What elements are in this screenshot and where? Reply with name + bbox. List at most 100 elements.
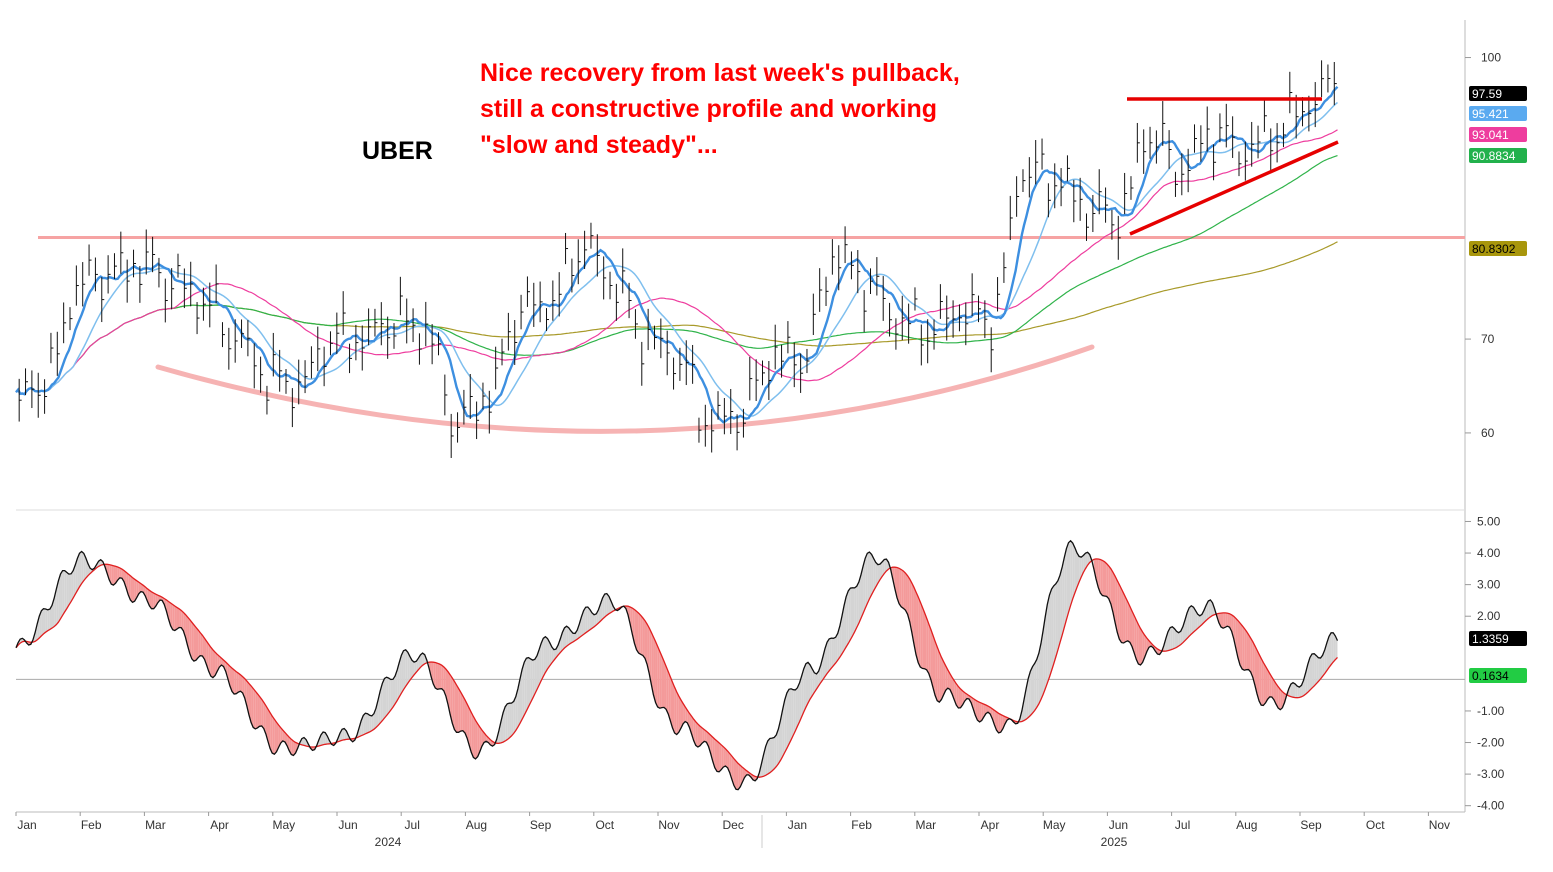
oscillator-fill-segment bbox=[930, 629, 933, 688]
oscillator-fill-segment bbox=[920, 602, 923, 669]
oscillator-tick-label: -3.00 bbox=[1477, 767, 1505, 781]
oscillator-fill-segment bbox=[1261, 658, 1264, 706]
oscillator-fill-segment bbox=[265, 705, 269, 742]
oscillator-fill-segment bbox=[1256, 650, 1260, 702]
oscillator-fill-segment bbox=[949, 673, 953, 694]
price-tick-label: 70 bbox=[1481, 332, 1495, 346]
oscillator-fill-segment bbox=[532, 659, 535, 699]
oscillator-fill-segment bbox=[1248, 634, 1251, 672]
oscillator-fill-segment bbox=[210, 647, 213, 678]
oscillator-fill-segment bbox=[41, 608, 44, 636]
oscillator-fill-segment bbox=[727, 751, 730, 773]
oscillator-fill-segment bbox=[1040, 630, 1044, 700]
oscillator-fill-segment bbox=[1309, 653, 1313, 691]
oscillator-fill-segment bbox=[232, 668, 235, 694]
oscillator-fill-segment bbox=[1295, 683, 1298, 698]
oscillator-fill-segment bbox=[422, 653, 425, 666]
oscillator-fill-segment bbox=[145, 586, 148, 602]
oscillator-fill-segment bbox=[956, 683, 959, 709]
rising-trendline bbox=[1129, 140, 1339, 236]
month-label: Jun bbox=[1109, 818, 1128, 832]
oscillator-fill-segment bbox=[189, 619, 192, 659]
oscillator-fill-segment bbox=[714, 739, 717, 772]
oscillator-fill-segment bbox=[594, 613, 597, 627]
oscillator-fill-segment bbox=[1326, 636, 1329, 671]
oscillator-fill-segment bbox=[1117, 580, 1120, 640]
oscillator-fill-segment bbox=[683, 703, 686, 724]
oscillator-fill-segment bbox=[939, 652, 942, 703]
oscillator-fill-segment bbox=[369, 715, 372, 732]
oscillator-fill-segment bbox=[407, 652, 410, 684]
oscillator-fill-segment bbox=[1195, 610, 1198, 631]
oscillator-fill-segment bbox=[592, 612, 595, 629]
oscillator-fill-segment bbox=[928, 623, 931, 680]
oscillator-fill-segment bbox=[704, 729, 707, 743]
oscillator-fill-segment bbox=[227, 664, 230, 686]
oscillator-fill-segment bbox=[268, 709, 271, 749]
oscillator-fill-segment bbox=[604, 593, 607, 618]
oscillator-fill-segment bbox=[812, 669, 815, 696]
oscillator-fill-segment bbox=[1297, 686, 1300, 698]
oscillator-fill-segment bbox=[1290, 682, 1293, 698]
oscillator-fill-segment bbox=[1129, 606, 1133, 647]
oscillator-fill-segment bbox=[1227, 613, 1230, 628]
oscillator-fill-segment bbox=[75, 558, 78, 595]
oscillator-fill-segment bbox=[1100, 559, 1103, 596]
oscillator-fill-segment bbox=[668, 671, 671, 721]
oscillator-fill-segment bbox=[443, 666, 446, 697]
oscillator-fill-segment bbox=[363, 713, 366, 735]
oscillator-fill-segment bbox=[1053, 583, 1056, 664]
oscillator-fill-segment bbox=[179, 608, 182, 628]
oscillator-fill-segment bbox=[270, 712, 273, 754]
oscillator-fill-segment bbox=[998, 713, 1001, 733]
oscillator-fill-segment bbox=[649, 627, 652, 685]
oscillator-fill-segment bbox=[469, 708, 472, 753]
oscillator-fill-segment bbox=[803, 663, 806, 712]
oscillator-fill-segment bbox=[1104, 561, 1107, 597]
oscillator-fill-segment bbox=[399, 655, 402, 697]
oscillator-fill-segment bbox=[721, 744, 724, 770]
oscillator-fill-segment bbox=[113, 565, 116, 586]
month-label: Apr bbox=[981, 818, 1000, 832]
oscillator-fill-segment bbox=[731, 756, 734, 786]
oscillator-fill-segment bbox=[1106, 563, 1109, 599]
oscillator-fill-segment bbox=[918, 596, 921, 667]
oscillator-fill-segment bbox=[1276, 683, 1279, 709]
oscillator-fill-segment bbox=[985, 705, 989, 714]
oscillator-fill-segment bbox=[119, 567, 122, 579]
oscillator-fill-segment bbox=[198, 629, 201, 658]
oscillator-fill-segment bbox=[1316, 655, 1319, 684]
oscillator-fill-segment bbox=[1328, 632, 1332, 668]
oscillator-fill-segment bbox=[1102, 560, 1105, 596]
oscillator-fill-segment bbox=[1312, 653, 1315, 689]
oscillator-fill-segment bbox=[1049, 588, 1052, 677]
oscillator-fill-segment bbox=[841, 605, 845, 655]
oscillator-fill-segment bbox=[1269, 673, 1272, 697]
oscillator-fill-segment bbox=[723, 746, 726, 768]
oscillator-fill-segment bbox=[808, 662, 811, 704]
oscillator-fill-segment bbox=[45, 608, 48, 633]
oscillator-fill-segment bbox=[1072, 542, 1075, 599]
oscillator-fill-segment bbox=[545, 636, 548, 673]
oscillator-fill-segment bbox=[1271, 676, 1274, 700]
oscillator-fill-segment bbox=[193, 624, 197, 662]
month-label: Apr bbox=[210, 818, 229, 832]
oscillator-fill-segment bbox=[831, 638, 834, 669]
oscillator-fill-segment bbox=[852, 587, 855, 636]
month-label: Jan bbox=[17, 818, 36, 832]
oscillator-fill-segment bbox=[844, 596, 847, 651]
oscillator-value-badge bbox=[1469, 668, 1527, 683]
oscillator-fill-segment bbox=[52, 598, 55, 629]
oscillator-fill-segment bbox=[865, 553, 868, 609]
oscillator-fill-segment bbox=[1000, 714, 1003, 733]
oscillator-fill-segment bbox=[149, 590, 152, 609]
oscillator-fill-segment bbox=[454, 681, 457, 733]
oscillator-fill-segment bbox=[716, 741, 720, 772]
year-label: 2024 bbox=[375, 835, 402, 849]
oscillator-fill-segment bbox=[990, 707, 993, 719]
oscillator-tick-label: -1.00 bbox=[1477, 704, 1505, 718]
last-value-badge bbox=[1469, 127, 1527, 142]
oscillator-tick-label: 5.00 bbox=[1477, 514, 1501, 528]
month-label: Mar bbox=[915, 818, 936, 832]
